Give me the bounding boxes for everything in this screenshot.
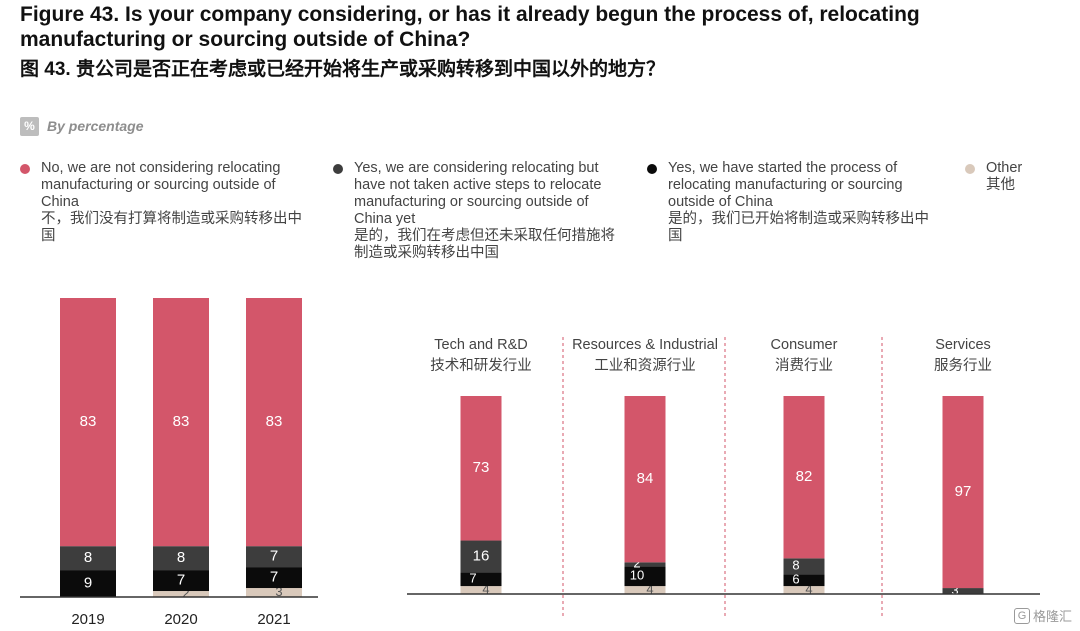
- data-label: 2: [633, 556, 640, 571]
- category-label-cn: 工业和资源行业: [594, 357, 696, 374]
- data-label: 7: [177, 572, 185, 589]
- bar-segment: [624, 586, 666, 594]
- bar-segment: [624, 566, 666, 587]
- data-label: 4: [482, 581, 489, 596]
- legend-label-en: Yes, we are considering relocating but h…: [354, 160, 602, 227]
- data-label: 16: [473, 547, 490, 564]
- chart-title-cn: 图 43. 贵公司是否正在考虑或已经开始将生产或采购转移到中国以外的地方？: [20, 59, 665, 80]
- data-label: 7: [270, 548, 278, 565]
- legend-label-cn: 是的，我们在考虑但还未采取任何措施将制造或采购转移出中国: [354, 228, 615, 261]
- category-label-cn: 服务行业: [934, 357, 992, 374]
- legend-label-en: Yes, we have started the process of relo…: [668, 160, 903, 210]
- bar-segment: [60, 570, 116, 597]
- data-label: 9: [84, 575, 92, 592]
- data-label: 6: [792, 572, 799, 587]
- legend-label-en: Other: [986, 160, 1023, 176]
- data-label: 7: [469, 571, 476, 586]
- bar-segment: [246, 588, 302, 597]
- x-tick-label: 2021: [257, 611, 290, 628]
- bar-segment: [783, 574, 825, 587]
- legend-swatch: [647, 164, 657, 174]
- data-label: 7: [270, 569, 278, 586]
- data-label: 83: [266, 413, 283, 430]
- bar-segment: [460, 540, 502, 573]
- unit-label: By percentage: [47, 118, 144, 134]
- bar-segment: [60, 546, 116, 571]
- watermark: G 格隆汇: [1013, 606, 1072, 625]
- bar-segment: [460, 586, 502, 594]
- legend-swatch: [20, 164, 30, 174]
- chart-title-en: Figure 43. Is your company considering, …: [20, 3, 920, 51]
- legend-label-cn: 不，我们没有打算将制造或采购转移出中国: [41, 211, 302, 244]
- bar-segment: [783, 558, 825, 575]
- data-label: 4: [805, 581, 812, 596]
- x-tick-label: 2019: [71, 611, 104, 628]
- legend-label-cn: 其他: [986, 177, 1015, 193]
- bar-segment: [60, 298, 116, 547]
- bar-segment: [624, 396, 666, 563]
- data-label: 83: [80, 413, 97, 430]
- data-label: 3: [951, 582, 958, 597]
- category-label-en: Tech and R&D: [434, 337, 528, 353]
- category-label-en: Consumer: [771, 337, 838, 353]
- x-tick-label: 2020: [164, 611, 197, 628]
- unit-note: % By percentage: [20, 116, 143, 136]
- bar-segment: [460, 572, 502, 587]
- bar-segment: [783, 396, 825, 559]
- bar-segment: [246, 546, 302, 568]
- bar-segment: [942, 588, 984, 594]
- bar-segment: [246, 298, 302, 547]
- percent-icon: %: [20, 116, 39, 136]
- watermark-logo-icon: G: [1013, 607, 1030, 624]
- data-label: 4: [646, 581, 653, 596]
- category-label-cn: 技术和研发行业: [430, 357, 532, 374]
- data-label: 8: [792, 558, 799, 573]
- data-label: 8: [84, 549, 92, 566]
- category-label-en: Resources & Industrial: [572, 337, 718, 353]
- legend-swatch: [965, 164, 975, 174]
- legend-label-en: No, we are not considering relocating ma…: [41, 160, 281, 210]
- bar-segment: [153, 591, 209, 597]
- legend-label-cn: 是的，我们已开始将制造或采购转移出中国: [668, 211, 929, 244]
- bar-segment: [624, 562, 666, 567]
- bar-segment: [942, 396, 984, 589]
- bar-segment: [153, 546, 209, 571]
- data-label: 83: [173, 413, 190, 430]
- category-label-cn: 消费行业: [775, 357, 833, 374]
- data-label: 84: [637, 470, 654, 487]
- data-label: 97: [955, 483, 972, 500]
- data-label: 82: [796, 468, 813, 485]
- watermark-text: 格隆汇: [1032, 609, 1072, 624]
- bar-segment: [460, 396, 502, 541]
- bar-segment: [783, 586, 825, 594]
- category-label-en: Services: [935, 337, 991, 353]
- data-label: 10: [630, 568, 644, 583]
- bar-segment: [246, 567, 302, 589]
- legend-swatch: [333, 164, 343, 174]
- data-label: 8: [177, 549, 185, 566]
- bar-segment: [153, 298, 209, 547]
- data-label: 73: [473, 459, 490, 476]
- bar-segment: [153, 570, 209, 592]
- data-label: 2: [182, 585, 189, 600]
- data-label: 3: [275, 584, 282, 599]
